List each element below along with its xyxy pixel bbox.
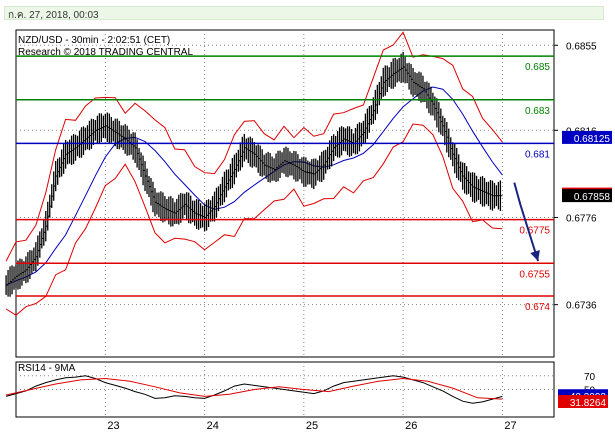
bollinger-lower-band (5, 123, 503, 316)
x-tick-label: 25 (306, 420, 318, 432)
header-bar: ก.ค. 27, 2018, 00:03 (0, 0, 615, 26)
level-label: 0.674 (525, 302, 550, 313)
main-y-tick-label: 0.6736 (566, 301, 597, 312)
rsi-tag-box (558, 394, 608, 408)
moving-average-line (5, 86, 503, 286)
level-label: 0.685 (525, 62, 550, 73)
rsi-panel: 2324252627705040.209331.8264 (5, 361, 608, 432)
main-y-tick-label: 0.6855 (566, 41, 597, 52)
rsi-line (5, 375, 503, 404)
x-tick-label: 23 (107, 420, 119, 432)
x-tick-label: 26 (405, 420, 417, 432)
chart-title: NZD/USD - 30min - 2:02:51 (CET) (18, 35, 170, 46)
price-tag-label: 0.67858 (574, 192, 611, 203)
level-label: 0.6755 (519, 269, 550, 280)
projection-arrowhead (530, 250, 540, 262)
rsi-y-tick-label: 70 (584, 372, 596, 383)
level-label: 0.681 (525, 149, 550, 160)
timestamp-label: ก.ค. 27, 2018, 00:03 (8, 10, 99, 21)
x-tick-label: 24 (207, 420, 219, 432)
projection-line (513, 182, 540, 262)
timestamp-box (4, 6, 604, 20)
rsi-tag-label: 31.8264 (570, 398, 607, 409)
main-chart-panel: 0.68550.68160.67760.67360.6850.6830.6810… (5, 29, 612, 358)
price-tag: 0.67858 (562, 189, 612, 203)
price-tag-label: 0.68125 (574, 134, 611, 145)
rsi-ma-line (5, 377, 503, 400)
chart-subtitle: Research © 2018 TRADING CENTRAL (18, 47, 193, 58)
level-label: 0.6775 (519, 226, 550, 237)
main-panel-frame (15, 29, 555, 358)
price-tag-box (562, 189, 612, 203)
price-tag: 0.68125 (562, 130, 612, 145)
level-label: 0.683 (525, 106, 550, 117)
rsi-title: RSI14 - 9MA (18, 363, 76, 374)
x-tick-label: 27 (504, 420, 516, 432)
main-y-tick-label: 0.6776 (566, 213, 597, 224)
price-tag-box (562, 130, 612, 144)
rsi-tag: 31.8264 (558, 394, 608, 409)
